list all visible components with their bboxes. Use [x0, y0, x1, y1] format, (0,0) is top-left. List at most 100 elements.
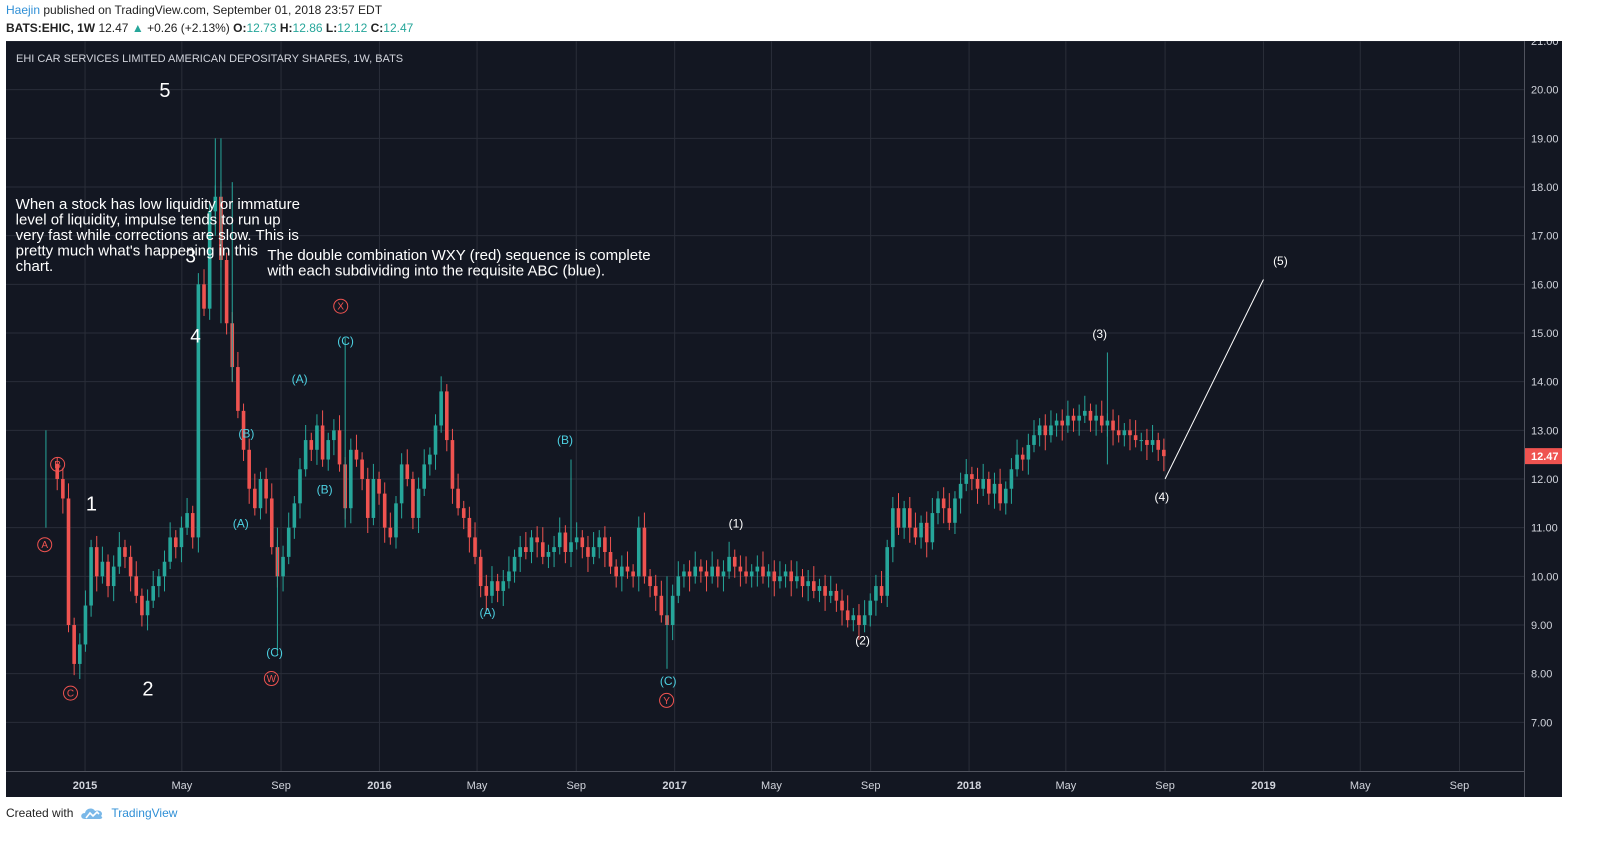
wave-label: (C) [266, 646, 283, 660]
candle [78, 644, 82, 664]
candle [1009, 469, 1014, 489]
time-tick-label: Sep [1450, 780, 1470, 792]
candle [134, 576, 139, 596]
candle [445, 391, 449, 441]
circled-wave-marker [50, 456, 66, 472]
candle [670, 595, 675, 625]
candle [721, 571, 726, 577]
time-tick-label: May [1055, 780, 1076, 792]
candle [461, 508, 466, 518]
symbol-info: BATS:EHIC, 1W 12.47 ▲ +0.26 (+2.13%) O:1… [6, 21, 413, 35]
time-tick-label: 2017 [662, 780, 686, 792]
candle [473, 537, 477, 557]
candle [941, 498, 946, 509]
candle [405, 464, 410, 479]
candle [94, 547, 99, 577]
candle [540, 542, 545, 557]
annotation-text: chart. [16, 258, 54, 275]
price-tick-label: 8.00 [1531, 669, 1552, 681]
price-change: +0.26 (+2.13%) [147, 21, 230, 35]
wave-label: (C) [660, 674, 677, 688]
candle [1145, 440, 1149, 445]
candle [185, 513, 189, 528]
price-tick-label: 10.00 [1531, 571, 1559, 583]
candle [349, 449, 353, 509]
candle [924, 522, 929, 543]
candle [258, 479, 263, 509]
candle [744, 571, 748, 577]
candle [467, 517, 472, 538]
close-value: 12.47 [383, 21, 414, 35]
candle [970, 474, 974, 479]
price-chart[interactable]: EHI CAR SERVICES LIMITED AMERICAN DEPOSI… [6, 36, 1562, 797]
wave-label: (2) [855, 633, 870, 647]
candle [1037, 425, 1042, 436]
candle [772, 571, 777, 582]
candle [704, 571, 709, 577]
wave-label: (A) [233, 517, 249, 531]
price-tick-label: 14.00 [1531, 377, 1559, 389]
footer: Created with TradingView [6, 806, 177, 820]
annotation-text: The double combination WXY (red) sequenc… [267, 247, 650, 264]
candle [281, 556, 285, 577]
candle [868, 600, 873, 616]
circled-wave-label: B [54, 460, 61, 471]
price-tick-label: 19.00 [1531, 133, 1559, 145]
wave-label: (5) [1273, 254, 1288, 268]
candle [111, 566, 116, 587]
candle [190, 513, 195, 538]
wave-label: (4) [1155, 490, 1170, 504]
candle [89, 547, 93, 606]
time-tick-label: 2019 [1251, 780, 1275, 792]
candle [1020, 454, 1025, 460]
last-price: 12.47 [98, 21, 129, 35]
candle [586, 547, 590, 557]
candle [365, 479, 370, 518]
circled-wave-marker [333, 298, 349, 314]
wave-label: 3 [185, 246, 196, 267]
candle [783, 571, 788, 577]
candle [157, 576, 161, 587]
candle [682, 571, 686, 577]
candle [885, 547, 889, 596]
candle [574, 537, 579, 543]
candle [236, 367, 240, 411]
candle [987, 479, 991, 494]
candle [1043, 425, 1048, 436]
candle [840, 600, 844, 611]
candle [817, 586, 822, 591]
time-tick-label: 2015 [73, 780, 97, 792]
candle [303, 440, 308, 470]
wave-label: 2 [142, 679, 153, 701]
annotation-text: When a stock has low liquidity or immatu… [16, 196, 300, 213]
candle [292, 503, 297, 528]
candle [450, 440, 455, 489]
candle [388, 527, 393, 538]
candle [298, 469, 302, 504]
wave-label: 5 [159, 80, 170, 102]
candle [72, 625, 76, 664]
circled-wave-label: Y [663, 696, 670, 707]
tradingview-cloud-icon[interactable] [79, 806, 105, 820]
candle [789, 571, 794, 582]
candle [727, 556, 731, 572]
candle [964, 474, 969, 484]
candles [45, 138, 1166, 680]
author-link[interactable]: Haejin [6, 3, 41, 17]
candle [1060, 420, 1065, 426]
candle [173, 537, 178, 548]
candle [687, 571, 692, 577]
candle [563, 532, 568, 552]
tradingview-link[interactable]: TradingView [111, 806, 178, 820]
price-tick-label: 18.00 [1531, 182, 1559, 194]
chart-area[interactable]: EHI CAR SERVICES LIMITED AMERICAN DEPOSI… [6, 36, 1562, 797]
candle [179, 527, 184, 548]
candle [507, 571, 511, 582]
low-value: 12.12 [337, 21, 368, 35]
wave-label: (A) [292, 372, 308, 386]
candle [1066, 415, 1070, 426]
candle [958, 483, 963, 499]
candle [1077, 415, 1081, 421]
high-label: H: [279, 21, 293, 35]
candle [800, 576, 805, 587]
